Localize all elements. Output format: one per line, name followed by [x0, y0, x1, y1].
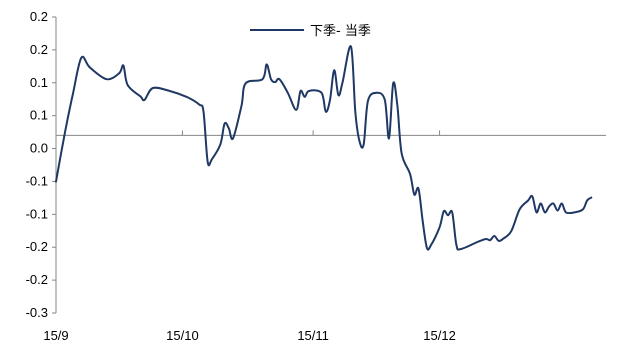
x-tick-label: 15/9	[43, 328, 68, 343]
y-tick-label: -0.3	[26, 305, 48, 320]
legend-label: 下季- 当季	[310, 24, 371, 39]
legend: 下季- 当季	[250, 24, 371, 39]
y-tick-label: -0.2	[26, 272, 48, 287]
y-tick-label: -0.1	[26, 173, 48, 188]
axes: 0.2 0.2 0.1 0.1 0.0 -0.1 -0.1 -0.2 -0.2 -0.3 15/9 1…	[26, 9, 606, 343]
y-tick-label: 0.1	[30, 108, 48, 123]
y-tick-label: -0.2	[26, 239, 48, 254]
y-tick-label: 0.2	[30, 9, 48, 24]
x-tick-label: 15/10	[166, 328, 199, 343]
x-tick-label: 15/11	[297, 328, 329, 343]
y-tick-label: 0.1	[30, 75, 48, 90]
y-tick-label: -0.1	[26, 206, 48, 221]
series-line	[55, 45, 593, 251]
y-tick-label: 0.0	[30, 141, 48, 156]
x-tick-label: 15/12	[423, 328, 456, 343]
series-layer	[55, 45, 593, 251]
y-tick-label: 0.2	[30, 42, 48, 57]
